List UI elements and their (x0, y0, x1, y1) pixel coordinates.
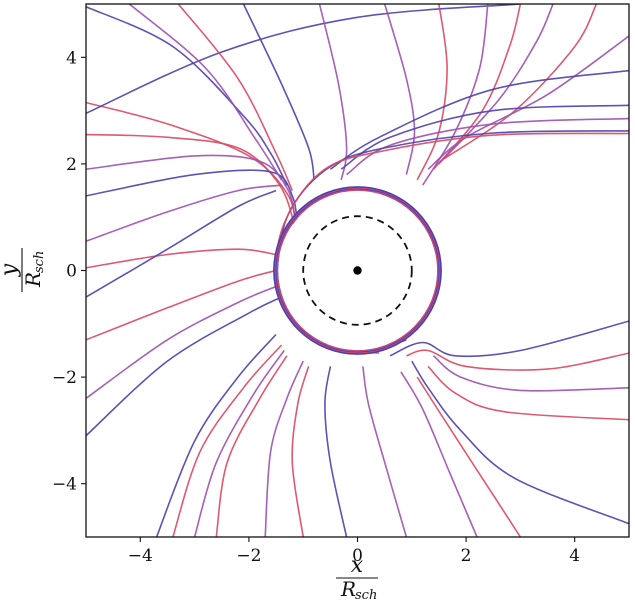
trajectory-red-27 (416, 376, 522, 537)
trajectory-purple-10 (383, 4, 416, 175)
photon-sphere-ring (273, 186, 442, 355)
trajectory-blue-22 (389, 320, 629, 358)
trajectory-blue-41 (86, 189, 277, 298)
trajectory-blue-37 (86, 296, 282, 437)
trajectory-blue-36 (155, 333, 277, 537)
trajectory-purple-24 (432, 355, 629, 392)
trajectory-purple-32 (264, 360, 304, 537)
trajectory-red-39 (86, 269, 277, 341)
axis-ticks: −4 −2 0 2 4 −4 −2 0 2 4 (52, 48, 580, 566)
trajectory-purple-9 (318, 4, 348, 181)
y-axis-label-numerator: y (0, 263, 22, 277)
x-axis-label-numerator: x (351, 553, 364, 578)
trajectory-red-35 (172, 344, 283, 537)
trajectory-blue-30 (324, 366, 348, 537)
trajectory-red-7 (177, 4, 294, 191)
trajectory-blue-5 (86, 5, 288, 186)
y-axis-label-subscript: sch (32, 251, 47, 273)
photon-sphere-ring (273, 186, 442, 355)
y-axis-label: y R sch (0, 248, 47, 292)
y-tick-label: −4 (52, 475, 77, 495)
x-tick-label: 0 (352, 546, 363, 566)
x-axis-label-subscript: sch (355, 588, 377, 600)
trajectory-red-40 (86, 248, 277, 269)
photon-sphere-ring (274, 187, 441, 354)
trajectory-red-11 (416, 4, 448, 181)
trajectory-red-31 (291, 366, 310, 537)
trajectory-purple-19 (346, 117, 629, 176)
trajectory-red-33 (215, 355, 288, 537)
y-tick-label: −2 (52, 368, 77, 388)
trajectory-purple-6 (128, 4, 283, 181)
y-tick-label: 2 (66, 155, 77, 175)
trajectory-blue-18 (340, 104, 629, 170)
y-axis-label-denominator: R (21, 272, 45, 288)
trajectory-red-23 (406, 349, 629, 371)
x-axis-label-denominator: R (340, 577, 356, 600)
trajectory-red-15 (443, 4, 598, 160)
trajectory-blue-8 (242, 4, 315, 181)
y-tick-label: 0 (66, 262, 77, 282)
trajectory-purple-16 (427, 35, 629, 170)
x-tick-label: 4 (569, 546, 580, 566)
x-axis-label: x R sch (336, 553, 378, 600)
x-tick-label: −2 (236, 546, 261, 566)
trajectory-blue-17 (329, 69, 629, 170)
trajectory-red-25 (427, 365, 629, 421)
trajectory-purple-42 (86, 184, 282, 242)
trajectory-purple-34 (193, 350, 285, 537)
photon-sphere-ring (276, 189, 439, 352)
x-tick-label: 2 (461, 546, 472, 566)
trajectory-blue-26 (411, 360, 629, 525)
x-tick-label: −4 (128, 546, 153, 566)
trajectory-blue-3 (86, 169, 298, 271)
photon-sphere-ring (275, 188, 440, 353)
event-horizon-circle (302, 215, 413, 326)
trajectory-red-1 (86, 133, 297, 287)
trajectory-purple-28 (400, 371, 478, 537)
trajectory-red-0 (86, 101, 296, 292)
trajectory-purple-29 (362, 366, 408, 537)
singularity-dot (353, 266, 362, 275)
black-hole-overlay (273, 186, 442, 355)
y-tick-label: 4 (66, 48, 77, 68)
trajectory-purple-38 (86, 285, 277, 400)
trajectory-blue-4 (86, 4, 521, 115)
